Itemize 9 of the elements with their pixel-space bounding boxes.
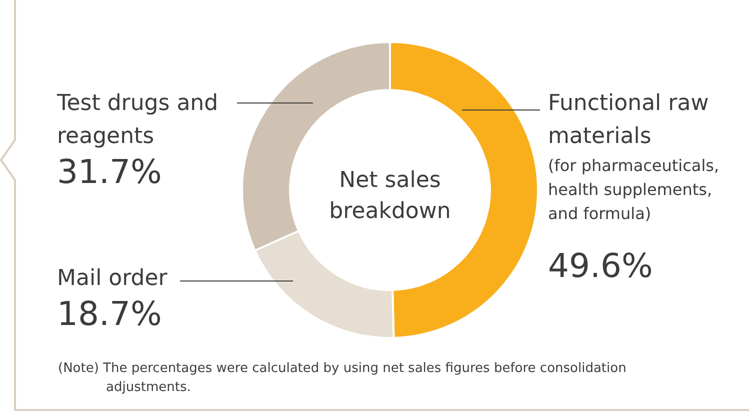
slice-label: Functional raw materials xyxy=(548,91,709,149)
data-label: 18.7% xyxy=(57,294,162,333)
data-label: 31.7% xyxy=(57,152,162,191)
slice-label: Test drugs and reagents xyxy=(56,91,218,149)
text: (Note) The percentages were calculated by using net sales figures before consolidation adjustments. xyxy=(58,361,626,395)
slice-label: Mail order xyxy=(57,266,168,291)
text: (for pharmaceuticals, health supplements, and formula) xyxy=(548,156,720,223)
text: Net sales breakdown xyxy=(329,168,451,224)
data-label: 49.6% xyxy=(548,246,653,285)
